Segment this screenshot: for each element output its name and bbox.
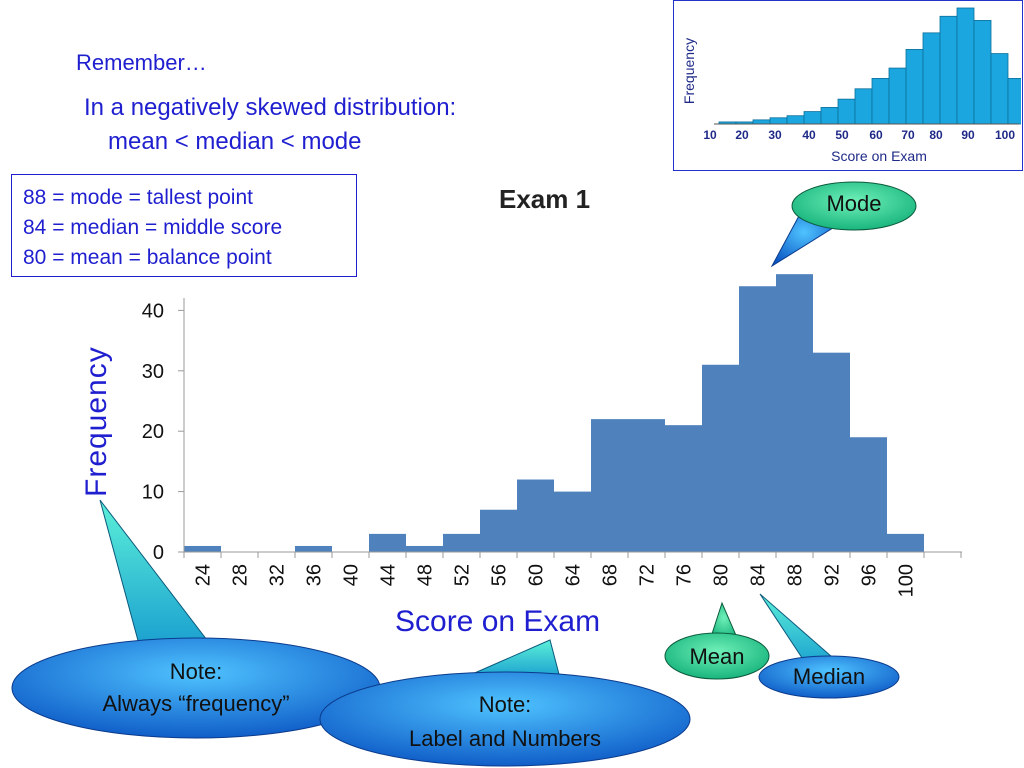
bar-60	[517, 479, 554, 552]
x-tick-label: 88	[785, 564, 807, 586]
bar-68	[591, 419, 628, 552]
stats-info-box: 88 = mode = tallest point 84 = median = …	[11, 174, 357, 277]
labels-note-text: Note: Label and Numbers	[340, 688, 670, 756]
labels-note-line1: Note:	[478, 692, 532, 717]
x-tick-label: 92	[822, 564, 844, 586]
bar-36	[295, 545, 332, 552]
bar-92	[813, 352, 850, 552]
bar-76	[665, 425, 702, 552]
reference-histogram-plot: 10 20 30 40 50 60 70 80 90 100 Score on Exam Freque…	[681, 7, 1024, 164]
y-tick-label: 40	[142, 300, 164, 322]
labels-note-line2: Label and Numbers	[408, 726, 601, 751]
x-tick-label: 32	[267, 564, 289, 586]
bar-72	[628, 419, 665, 552]
bar-100	[887, 533, 924, 552]
x-tick-label: 40	[341, 564, 363, 586]
x-tick-label: 80	[711, 564, 733, 586]
x-tick-label: 100	[896, 564, 918, 597]
frequency-note-text: Note: Always “frequency”	[30, 656, 362, 720]
x-axis-label: Score on Exam	[395, 605, 601, 638]
ref-x-tick-label: 80	[929, 128, 943, 142]
chart-title: Exam 1	[499, 184, 591, 214]
ref-x-tick-label: 100	[995, 128, 1015, 142]
x-tick-label: 48	[415, 564, 437, 586]
x-tick-label: 24	[193, 564, 215, 586]
ref-x-tick-label: 20	[735, 128, 749, 142]
x-tick-label: 84	[748, 564, 770, 586]
x-tick-label: 56	[489, 564, 511, 586]
bar-84	[739, 286, 776, 552]
y-axis-label: Frequency	[80, 346, 113, 497]
y-tick-label: 10	[142, 482, 164, 504]
info-median: 84 = median = middle score	[23, 216, 283, 239]
bar-64	[554, 491, 591, 552]
ref-x-tick-label: 70	[901, 128, 915, 142]
x-tick-label: 76	[674, 564, 696, 586]
skew-inequality: mean < median < mode	[108, 128, 362, 155]
median-callout-text: Median	[792, 664, 866, 689]
ref-y-axis-label: Frequency	[681, 38, 697, 104]
bar-52	[443, 533, 480, 552]
x-tick-label: 44	[378, 564, 400, 586]
x-tick-label: 64	[563, 564, 585, 586]
frequency-note-line1: Note:	[169, 659, 223, 684]
x-tick-label: 60	[526, 564, 548, 586]
skew-statement: In a negatively skewed distribution:	[84, 94, 457, 121]
frequency-note-line2: Always “frequency”	[102, 691, 290, 716]
y-tick-label: 20	[142, 421, 164, 443]
x-tick-label: 52	[452, 564, 474, 586]
x-tick-label: 68	[600, 564, 622, 586]
ref-x-tick-label: 40	[802, 128, 816, 142]
reference-histogram: 10 20 30 40 50 60 70 80 90 100 Score on Exam Freque…	[673, 0, 1024, 171]
bar-48	[406, 545, 443, 552]
bar-96	[850, 437, 887, 552]
ref-x-tick-label: 50	[835, 128, 849, 142]
bar-88	[776, 274, 813, 552]
info-mode: 88 = mode = tallest point	[23, 186, 253, 209]
bar-24	[184, 545, 221, 552]
x-tick-label: 96	[859, 564, 881, 586]
info-mean: 80 = mean = balance point	[23, 246, 272, 269]
ref-x-axis-label: Score on Exam	[831, 148, 927, 164]
x-tick-label: 36	[304, 564, 326, 586]
y-tick-label: 30	[142, 361, 164, 383]
bar-56	[480, 509, 517, 552]
remember-text: Remember…	[76, 50, 207, 75]
ref-x-tick-label: 90	[961, 128, 975, 142]
ref-x-tick-label: 60	[869, 128, 883, 142]
y-tick-label: 0	[153, 542, 164, 564]
bar-80	[702, 364, 739, 552]
x-tick-label: 72	[637, 564, 659, 586]
mode-callout-text: Mode	[826, 191, 882, 216]
x-tick-label: 28	[230, 564, 252, 586]
bar-44	[369, 533, 406, 552]
mean-callout-text: Mean	[689, 644, 745, 669]
ref-x-tick-label: 10	[703, 128, 717, 142]
ref-x-tick-label: 30	[768, 128, 782, 142]
